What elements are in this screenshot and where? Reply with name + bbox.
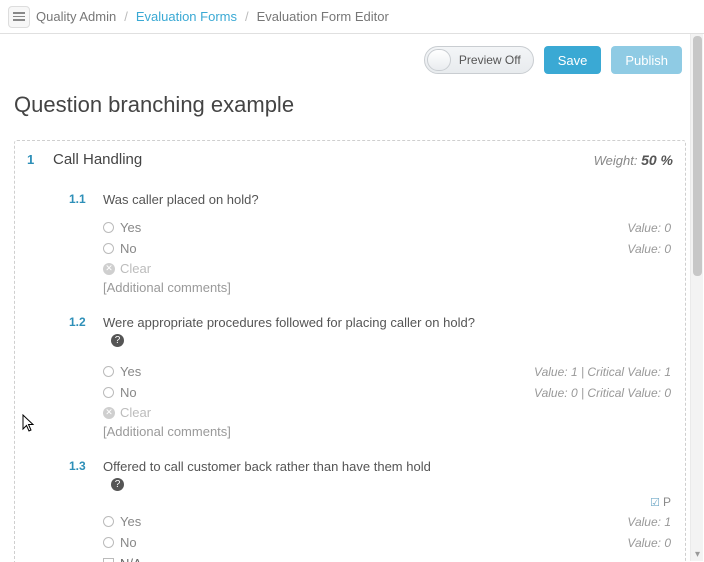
- clear-label: Clear: [120, 405, 151, 420]
- help-icon[interactable]: ?: [111, 334, 124, 347]
- radio-icon: [103, 243, 114, 254]
- weight-value: 50 %: [641, 152, 673, 168]
- answer-value: Value: 0 | Critical Value: 0: [534, 386, 673, 400]
- answer-label: No: [120, 385, 137, 400]
- question-text: Offered to call customer back rather tha…: [103, 459, 673, 474]
- section-card: 1 Call Handling Weight: 50 % 1.1 Was cal…: [14, 140, 686, 562]
- answer-option[interactable]: Yes Value: 0: [69, 217, 673, 238]
- question-number: 1.2: [69, 315, 103, 329]
- answer-value: Value: 0: [627, 221, 673, 235]
- scrollbar-thumb[interactable]: [693, 36, 702, 276]
- breadcrumb-current: Evaluation Form Editor: [257, 9, 389, 24]
- section-header: 1 Call Handling Weight: 50 %: [27, 151, 673, 168]
- question-number: 1.3: [69, 459, 103, 473]
- answer-label: N/A: [120, 556, 142, 562]
- breadcrumb-separator: /: [124, 9, 128, 24]
- breadcrumb-evaluation-forms[interactable]: Evaluation Forms: [136, 9, 237, 24]
- section-title: Call Handling: [53, 151, 594, 168]
- answer-label: No: [120, 241, 137, 256]
- radio-icon: [103, 537, 114, 548]
- question-text: Were appropriate procedures followed for…: [103, 315, 673, 330]
- radio-icon: [103, 366, 114, 377]
- breadcrumb-separator: /: [245, 9, 249, 24]
- answer-label: No: [120, 535, 137, 550]
- hamburger-menu-icon[interactable]: [8, 6, 30, 28]
- question-text: Was caller placed on hold?: [103, 192, 673, 207]
- action-toolbar: Preview Off Save Publish: [14, 46, 690, 74]
- answer-label: Yes: [120, 220, 141, 235]
- answer-label: Yes: [120, 364, 141, 379]
- additional-comments[interactable]: [Additional comments]: [69, 280, 673, 295]
- flag-label: P: [663, 495, 671, 509]
- question-number: 1.1: [69, 192, 103, 206]
- answer-option[interactable]: N/A: [69, 553, 673, 562]
- answer-value: Value: 0: [627, 242, 673, 256]
- answer-label: Yes: [120, 514, 141, 529]
- clear-icon: ✕: [103, 407, 115, 419]
- content-area: Preview Off Save Publish Question branch…: [0, 34, 690, 562]
- answer-value: Value: 1: [627, 515, 673, 529]
- help-icon[interactable]: ?: [111, 478, 124, 491]
- top-bar: Quality Admin / Evaluation Forms / Evalu…: [0, 0, 704, 34]
- answer-value: Value: 1 | Critical Value: 1: [534, 365, 673, 379]
- checkbox-icon: [103, 558, 114, 562]
- clear-button[interactable]: ✕ Clear: [69, 403, 673, 422]
- weight-label: Weight:: [594, 153, 638, 168]
- publish-button[interactable]: Publish: [611, 46, 682, 74]
- preview-toggle[interactable]: Preview Off: [424, 46, 534, 74]
- section-weight: Weight: 50 %: [594, 152, 673, 168]
- preview-toggle-label: Preview Off: [459, 53, 521, 67]
- answer-option[interactable]: Yes Value: 1: [69, 511, 673, 532]
- breadcrumb-quality-admin[interactable]: Quality Admin: [36, 9, 116, 24]
- answer-option[interactable]: Yes Value: 1 | Critical Value: 1: [69, 361, 673, 382]
- additional-comments[interactable]: [Additional comments]: [69, 424, 673, 439]
- question-flag: ☑ P: [69, 495, 673, 509]
- page-title: Question branching example: [14, 92, 690, 118]
- save-button[interactable]: Save: [544, 46, 602, 74]
- section-number: 1: [27, 152, 53, 167]
- radio-icon: [103, 222, 114, 233]
- radio-icon: [103, 387, 114, 398]
- toggle-knob: [427, 49, 451, 71]
- answer-option[interactable]: No Value: 0: [69, 238, 673, 259]
- clear-button[interactable]: ✕ Clear: [69, 259, 673, 278]
- checkmark-icon: ☑: [650, 496, 660, 509]
- scroll-down-arrow[interactable]: ▾: [693, 550, 702, 560]
- question: 1.1 Was caller placed on hold? Yes Value…: [27, 192, 673, 295]
- question: 1.2 Were appropriate procedures followed…: [27, 315, 673, 439]
- question: 1.3 Offered to call customer back rather…: [27, 459, 673, 562]
- answer-option[interactable]: No Value: 0: [69, 532, 673, 553]
- radio-icon: [103, 516, 114, 527]
- answer-option[interactable]: No Value: 0 | Critical Value: 0: [69, 382, 673, 403]
- answer-value: Value: 0: [627, 536, 673, 550]
- clear-label: Clear: [120, 261, 151, 276]
- clear-icon: ✕: [103, 263, 115, 275]
